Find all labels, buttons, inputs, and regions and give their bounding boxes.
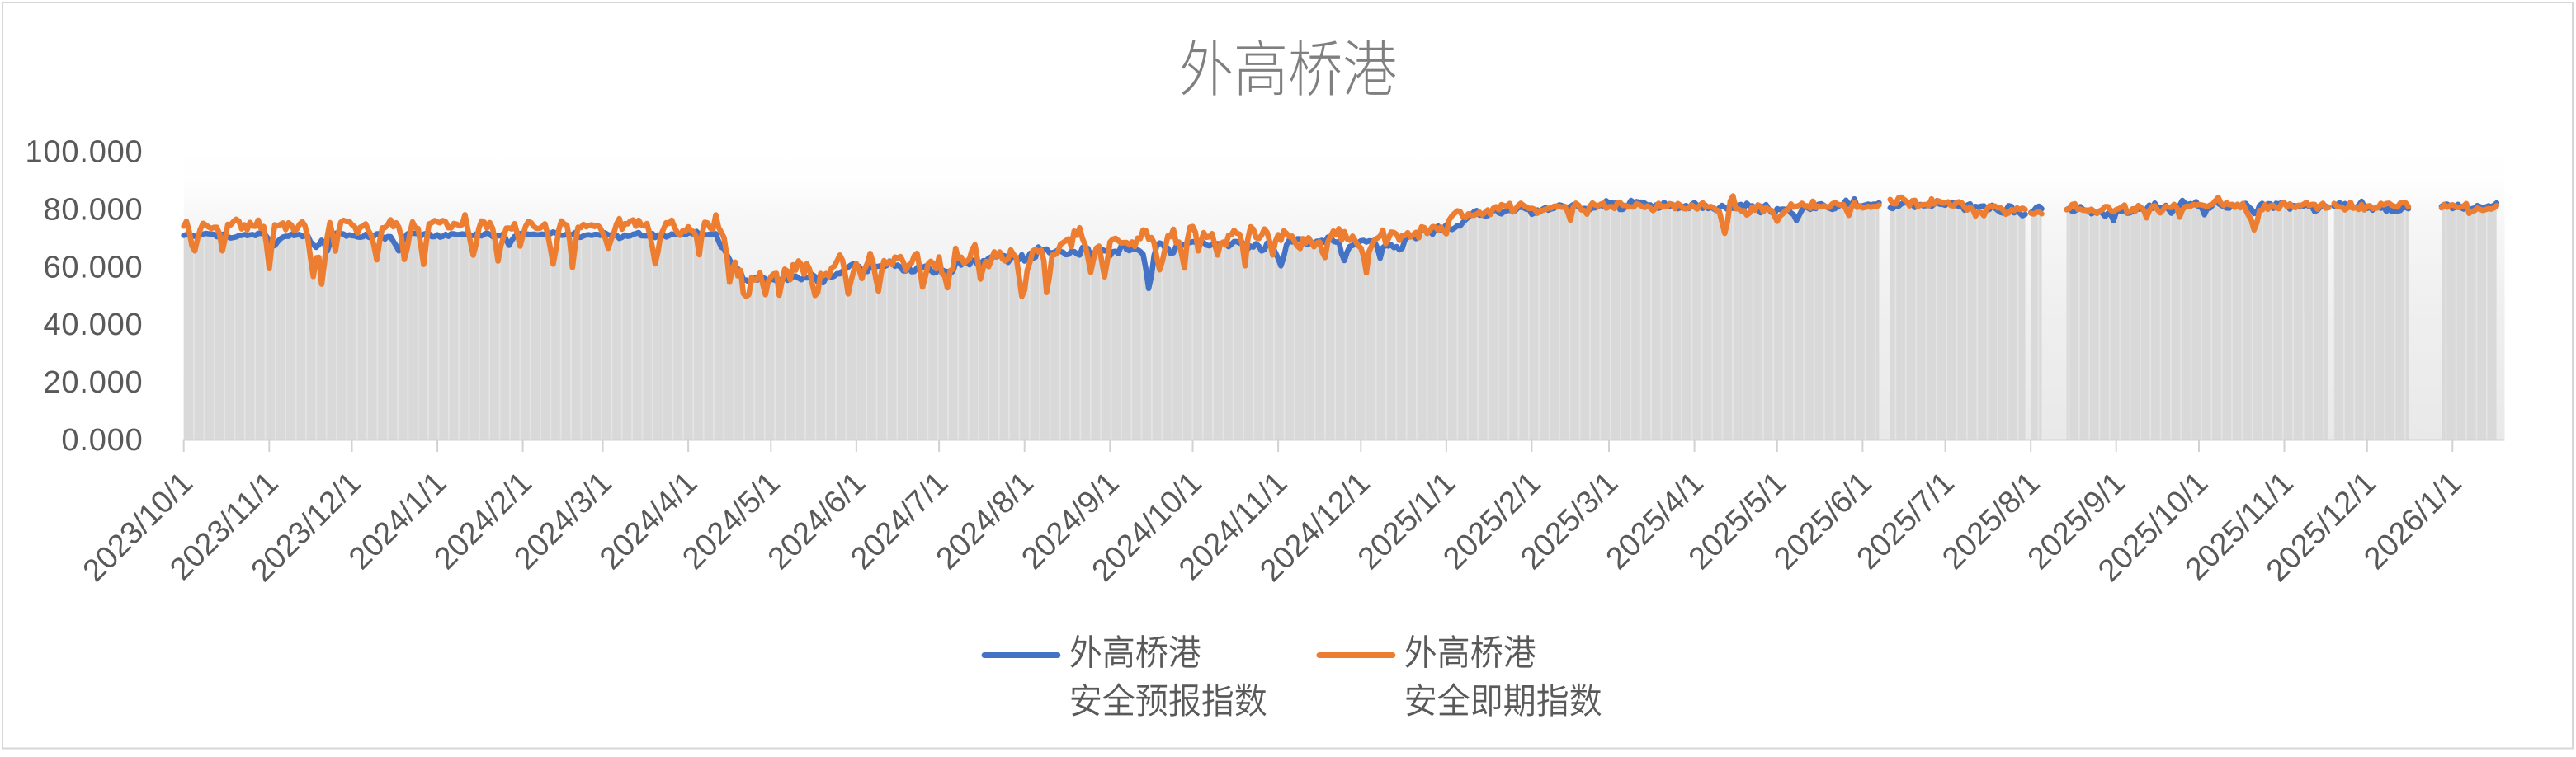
svg-text:40.000: 40.000 — [43, 308, 143, 342]
svg-text:80.000: 80.000 — [43, 192, 143, 227]
svg-text:60.000: 60.000 — [43, 250, 143, 284]
svg-text:20.000: 20.000 — [43, 365, 143, 400]
svg-text:0.000: 0.000 — [61, 423, 143, 458]
svg-text:100.000: 100.000 — [26, 135, 144, 170]
